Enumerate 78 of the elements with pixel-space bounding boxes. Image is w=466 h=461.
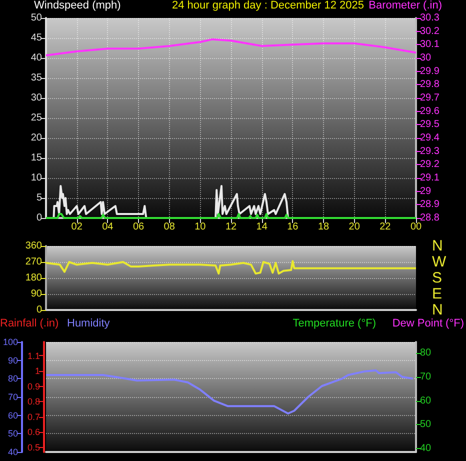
y-tick-label: 0 — [36, 212, 42, 224]
y-tick-label: 40 — [30, 52, 42, 64]
y2-tick-label: 29.3 — [420, 146, 440, 157]
y-axis-title: Humidity — [67, 318, 110, 330]
text: Dew Point (°F) — [392, 318, 464, 330]
y2-tick-label: 70 — [420, 371, 432, 382]
x-tick-label: 16 — [287, 222, 299, 232]
y3-axis-title: Rainfall (.in) — [0, 318, 59, 330]
x-tick-label: 14 — [256, 222, 268, 232]
y2-tick-label: 29.7 — [420, 92, 440, 104]
y-tick-label: 70 — [8, 392, 18, 402]
y3-tick-label: 1.1 — [28, 350, 40, 361]
y3-tick-label: 1 — [35, 366, 40, 376]
y-tick-label: 20 — [30, 132, 42, 144]
y-tick-label: 45 — [30, 32, 42, 44]
y3-tick-label: 0.8 — [28, 396, 40, 407]
y-tick-label: 15 — [30, 152, 42, 164]
line-series — [45, 38, 417, 56]
y-axis-title: Windspeed (mph) — [34, 0, 121, 12]
y2-tick-label: 29.1 — [420, 172, 440, 184]
x-tick-label: 12 — [225, 222, 237, 232]
y2-tick-label: 29.2 — [420, 159, 440, 170]
text: N — [432, 302, 443, 318]
y2-tick-label: 29.9 — [420, 66, 440, 77]
y3-tick-label: 0.7 — [28, 412, 40, 422]
y-tick-label: 30 — [30, 92, 42, 104]
y-tick-label: 90 — [30, 288, 42, 300]
y2-axis-title: Temperature (°F) — [292, 318, 376, 330]
y-tick-label: 40 — [8, 447, 18, 457]
line-series — [45, 369, 414, 414]
chart-title: 24 hour graph day : December 12 2025 — [172, 0, 364, 12]
x-tick-label: 20 — [348, 222, 360, 232]
y3-tick-label: 0.6 — [28, 427, 40, 438]
text: W — [432, 254, 447, 270]
x-tick-label: 18 — [318, 222, 330, 232]
x-tick-label: 06 — [132, 222, 144, 232]
y2-tick-label: 40 — [420, 443, 432, 454]
y-tick-label: 180 — [25, 272, 42, 284]
x-tick-label: 10 — [194, 222, 206, 232]
y2-tick-label: 29 — [420, 186, 432, 197]
y-tick-label: 80 — [8, 374, 18, 384]
y-tick-label: 50 — [30, 12, 42, 24]
y-tick-label: 270 — [25, 256, 42, 268]
x-tick-label: 08 — [164, 222, 176, 232]
text: E — [432, 286, 442, 302]
y-tick-label: 360 — [25, 240, 42, 252]
y2-tick-label: 30.1 — [420, 39, 440, 50]
y-tick-label: 10 — [30, 172, 42, 184]
y2-tick-label: 60 — [420, 395, 432, 406]
y2-tick-label: 29.8 — [420, 79, 440, 90]
y-tick-label: 60 — [8, 410, 18, 420]
y2-axis-title: Barometer (.in) — [368, 0, 442, 12]
x-tick-label: 02 — [71, 222, 83, 232]
y2-tick-label: 29.6 — [420, 106, 440, 117]
y2-tick-label: 29.4 — [420, 132, 440, 144]
line-series — [52, 185, 290, 219]
y-tick-label: 35 — [30, 72, 42, 84]
x-tick-label: 22 — [380, 222, 392, 232]
y3-tick-label: 0.9 — [28, 381, 40, 392]
y-tick-label: 0 — [36, 304, 42, 316]
y-tick-label: 5 — [36, 192, 42, 204]
x-tick-label: 00 — [410, 222, 422, 232]
y2-tick-label: 29.5 — [420, 119, 440, 130]
text: N — [432, 238, 443, 254]
y2-tick-label: 30.2 — [420, 26, 440, 37]
y-tick-label: 25 — [30, 112, 42, 124]
y2-tick-label: 30 — [420, 52, 432, 64]
text: S — [432, 270, 442, 286]
y-tick-label: 90 — [8, 355, 18, 366]
y2-tick-label: 28.8 — [420, 212, 440, 224]
y2-tick-label: 50 — [420, 419, 432, 430]
y2-tick-label: 80 — [420, 348, 432, 358]
y-tick-label: 50 — [8, 428, 18, 439]
y2-tick-label: 28.9 — [420, 199, 440, 210]
y-tick-label: 100 — [2, 337, 18, 347]
x-tick-label: 04 — [102, 222, 114, 232]
y3-tick-label: 0.5 — [28, 442, 40, 452]
y2-tick-label: 30.3 — [420, 12, 440, 24]
